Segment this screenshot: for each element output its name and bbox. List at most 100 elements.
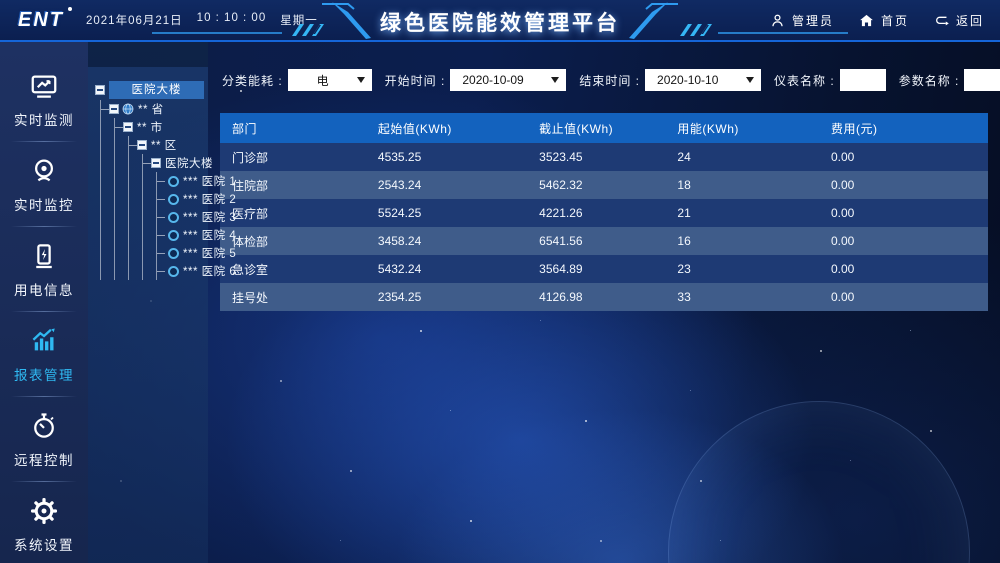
cell-cost: 0.00 — [831, 206, 855, 220]
sidebar-item-realtime-monitoring[interactable]: 实时监测 — [0, 60, 88, 138]
header-actions: 管理员 首页 返回 — [769, 12, 984, 29]
cell-end-value: 3564.89 — [539, 262, 583, 276]
tree-node-root[interactable]: 医院大楼 — [95, 80, 204, 100]
sidebar-item-realtime-surveillance[interactable]: 实时监控 — [0, 145, 88, 223]
node-ring-icon — [168, 265, 179, 277]
node-ring-icon — [168, 247, 179, 259]
tree-label: *** 医院 3 — [183, 212, 237, 224]
tree-panel-header — [88, 42, 208, 67]
tree-label: ** 市 — [137, 122, 163, 134]
cell-usage: 18 — [677, 178, 691, 192]
cell-department: 医疗部 — [232, 206, 269, 221]
tree-connector — [157, 198, 165, 200]
tree-node-hospital-3[interactable]: *** 医院 3 — [157, 208, 236, 226]
tree-label: 医院大楼 — [165, 158, 213, 170]
tree-node-city[interactable]: ** 市 — [115, 118, 204, 136]
cell-start-value: 2354.25 — [377, 290, 422, 304]
chevron-down-icon — [746, 77, 755, 83]
cell-usage: 16 — [677, 234, 691, 248]
date-label: 2021年06月21日 — [86, 15, 183, 27]
param-name-input[interactable] — [964, 69, 1000, 91]
tree-node-district[interactable]: ** 区 — [129, 136, 204, 154]
sidebar-item-remote-control[interactable]: 远程控制 — [0, 400, 88, 478]
param-name-label: 参数名称 : — [898, 73, 960, 88]
tree-label: *** 医院 6 — [183, 266, 237, 278]
sidebar-label: 实时监控 — [14, 198, 74, 213]
tree-node-province[interactable]: ** 省 — [101, 100, 204, 118]
tree-label: *** 医院 2 — [183, 194, 237, 206]
sidebar-nav: 实时监测 实时监控 用电信息 — [0, 42, 88, 563]
cell-department: 挂号处 — [232, 290, 269, 305]
sidebar-label: 远程控制 — [14, 453, 74, 468]
tree-node-hospital-6[interactable]: *** 医院 6 — [157, 262, 236, 280]
tree-connector — [101, 108, 109, 110]
tree-connector — [157, 270, 165, 272]
cell-start-value: 2543.24 — [377, 178, 422, 192]
sidebar-label: 用电信息 — [14, 283, 74, 298]
node-ring-icon — [168, 211, 179, 223]
tree-connector — [157, 216, 165, 218]
monitor-chart-icon — [29, 71, 59, 101]
cell-department: 住院部 — [232, 178, 269, 193]
node-ring-icon — [168, 229, 179, 241]
end-date-label: 结束时间 : — [579, 73, 641, 88]
collapse-toggle-icon[interactable] — [109, 104, 119, 114]
energy-type-label: 分类能耗 : — [222, 73, 283, 88]
home-button[interactable]: 首页 — [858, 12, 909, 29]
header-left-decoration — [152, 2, 371, 39]
collapse-toggle-icon[interactable] — [151, 158, 161, 168]
meter-name-label: 仪表名称 : — [774, 73, 835, 88]
back-button[interactable]: 返回 — [933, 12, 984, 29]
cell-usage: 21 — [677, 206, 691, 220]
energy-type-select[interactable]: 电 — [287, 69, 372, 91]
table-row[interactable]: 挂号处 2354.25 4126.98 33 0.00 — [220, 283, 988, 311]
col-end-value: 截止值(KWh) — [527, 113, 666, 143]
tree-node-hospital-1[interactable]: *** 医院 1 — [157, 172, 236, 190]
meter-name-input[interactable] — [839, 69, 886, 91]
stopwatch-icon — [29, 411, 59, 441]
tree-label: *** 医院 4 — [183, 230, 237, 242]
sidebar-item-power-info[interactable]: 用电信息 — [0, 230, 88, 308]
tree-connector — [115, 126, 123, 128]
cell-cost: 0.00 — [831, 290, 855, 304]
globe-icon — [122, 103, 134, 115]
tree-label: *** 医院 5 — [183, 248, 237, 260]
start-date-select[interactable]: 2020-10-09 — [450, 69, 567, 91]
report-chart-icon — [29, 326, 59, 356]
table-row[interactable]: 门诊部 4535.25 3523.45 24 0.00 — [220, 143, 988, 171]
cell-cost: 0.00 — [831, 178, 855, 192]
table-row[interactable]: 体检部 3458.24 6541.56 16 0.00 — [220, 227, 988, 255]
logo: ENT — [18, 6, 72, 32]
header-right-decoration — [629, 2, 848, 39]
end-date-select[interactable]: 2020-10-10 — [645, 69, 762, 91]
tree-root-label[interactable]: 医院大楼 — [109, 81, 204, 99]
sidebar-divider — [11, 141, 77, 142]
sidebar-item-report-management[interactable]: 报表管理 — [0, 315, 88, 393]
sidebar-item-system-settings[interactable]: 系统设置 — [0, 485, 88, 563]
table-row[interactable]: 医疗部 5524.25 4221.26 21 0.00 — [220, 199, 988, 227]
collapse-toggle-icon[interactable] — [137, 140, 147, 150]
cell-start-value: 5432.24 — [377, 262, 422, 276]
sidebar-divider — [11, 396, 77, 397]
cell-end-value: 6541.56 — [539, 234, 583, 248]
tree-node-building[interactable]: 医院大楼 — [143, 154, 213, 172]
collapse-toggle-icon[interactable] — [123, 122, 133, 132]
user-menu[interactable]: 管理员 — [769, 12, 834, 29]
home-icon — [860, 14, 873, 26]
sidebar-label: 实时监测 — [14, 113, 74, 128]
table-row[interactable]: 住院部 2543.24 5462.32 18 0.00 — [220, 171, 988, 199]
collapse-toggle-icon[interactable] — [95, 85, 105, 95]
tree-node-hospital-2[interactable]: *** 医院 2 — [157, 190, 236, 208]
cell-usage: 23 — [677, 262, 691, 276]
sidebar-label: 系统设置 — [14, 538, 74, 553]
tree-connector — [157, 234, 165, 236]
top-header: ENT 2021年06月21日 10 : 10 : 00 星期一 绿色医院能效管… — [0, 0, 1000, 42]
tree-node-hospital-4[interactable]: *** 医院 4 — [157, 226, 236, 244]
cell-end-value: 4221.26 — [539, 206, 583, 220]
tree-connector — [143, 162, 151, 164]
tree-node-hospital-5[interactable]: *** 医院 5 — [157, 244, 236, 262]
table-row[interactable]: 急诊室 5432.24 3564.89 23 0.00 — [220, 255, 988, 283]
page-title: 绿色医院能效管理平台 — [380, 12, 620, 35]
gear-icon — [29, 496, 59, 526]
